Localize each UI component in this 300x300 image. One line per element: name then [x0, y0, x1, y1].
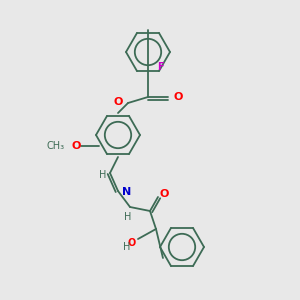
Text: N: N [122, 187, 131, 197]
Text: H: H [123, 242, 130, 252]
Text: H: H [124, 212, 132, 222]
Text: CH₃: CH₃ [47, 141, 65, 151]
Text: O: O [72, 141, 81, 151]
Text: O: O [114, 97, 123, 107]
Text: O: O [160, 189, 169, 199]
Text: F: F [157, 62, 163, 72]
Text: O: O [128, 238, 136, 248]
Text: O: O [173, 92, 182, 102]
Text: H: H [99, 170, 107, 180]
